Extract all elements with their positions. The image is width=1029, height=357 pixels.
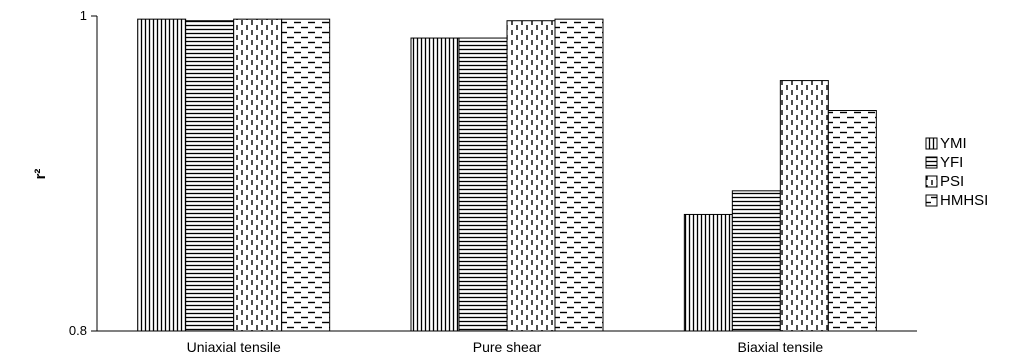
y-tick-label-min: 0.8	[69, 323, 87, 338]
x-tick-label: Pure shear	[473, 339, 542, 355]
bars-group	[137, 18, 877, 332]
legend-label-yfi: YFI	[940, 154, 963, 171]
legend-swatch-hmhsi	[925, 194, 938, 207]
legend: YMI YFI PSI HMHSI	[925, 135, 988, 209]
bar-hmhsi-uniaxial-tensile	[281, 18, 331, 332]
y-axis-label: r²	[32, 169, 49, 180]
x-tick-labels: Uniaxial tensile Pure shear Biaxial tensil…	[187, 339, 824, 355]
bar-yfi-biaxial-tensile	[731, 190, 781, 332]
bar-ymi-uniaxial-tensile	[137, 18, 187, 332]
legend-label-hmhsi: HMHSI	[940, 192, 988, 209]
legend-swatch-ymi	[925, 137, 938, 150]
bar-hmhsi-biaxial-tensile	[827, 110, 877, 332]
bar-psi-pure-shear	[506, 20, 556, 332]
legend-swatch-psi	[925, 175, 938, 188]
bar-ymi-pure-shear	[410, 37, 460, 332]
legend-swatch-yfi	[925, 156, 938, 169]
x-tick-label: Biaxial tensile	[738, 339, 824, 355]
bar-yfi-pure-shear	[458, 37, 508, 332]
bar-psi-biaxial-tensile	[779, 80, 829, 332]
legend-label-ymi: YMI	[940, 135, 967, 152]
bar-ymi-biaxial-tensile	[683, 213, 733, 332]
bar-yfi-uniaxial-tensile	[185, 20, 235, 332]
x-tick-label: Uniaxial tensile	[187, 339, 281, 355]
bar-psi-uniaxial-tensile	[233, 18, 283, 332]
legend-label-psi: PSI	[940, 173, 964, 190]
bar-hmhsi-pure-shear	[554, 18, 604, 332]
y-tick-label-max: 1	[80, 8, 87, 23]
